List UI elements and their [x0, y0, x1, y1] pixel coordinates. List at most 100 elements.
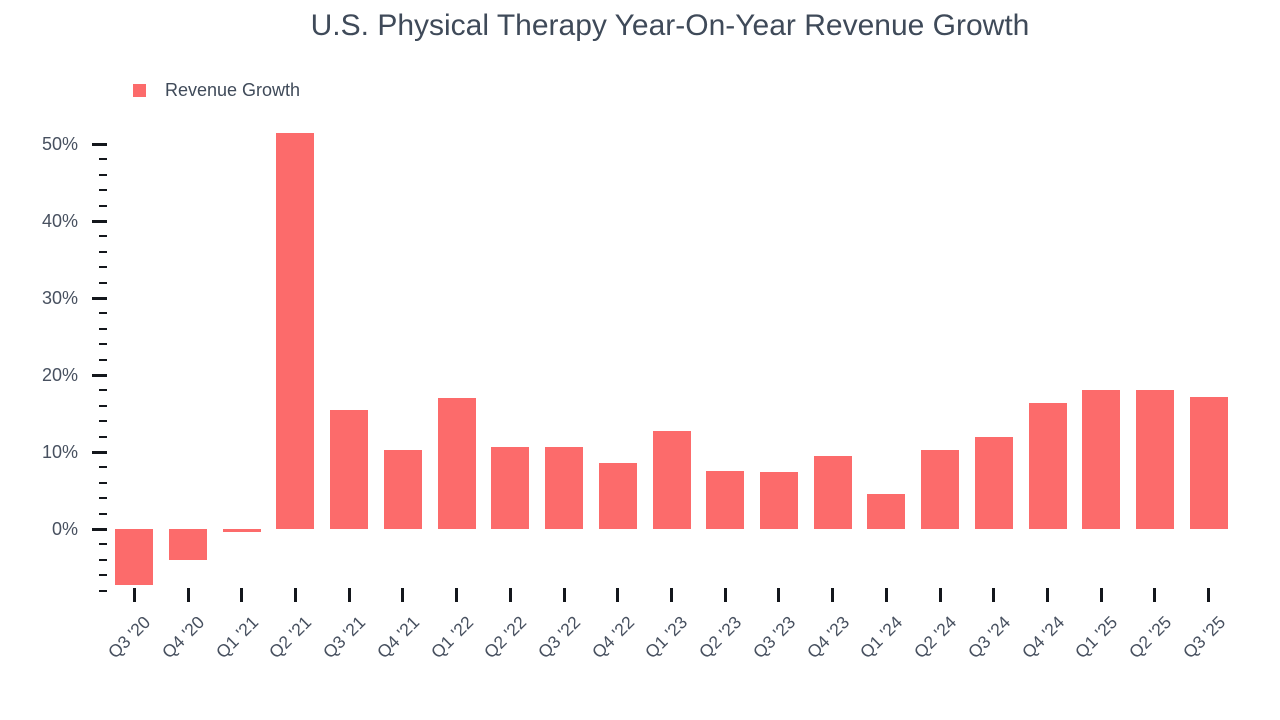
y-axis-minor-tick [98, 204, 107, 207]
x-axis-tick [401, 588, 405, 602]
x-axis-tick [562, 588, 566, 602]
y-axis-label: 10% [41, 442, 78, 462]
x-axis-tick [1046, 588, 1050, 602]
x-axis-tick [293, 588, 297, 602]
x-axis-tick [508, 588, 512, 602]
x-axis-tick [670, 588, 673, 602]
bar-Q1-24[interactable] [867, 493, 906, 529]
bar-Q3-21[interactable] [330, 409, 369, 529]
y-axis-minor-tick [98, 481, 107, 484]
x-axis-tick [723, 588, 727, 602]
y-axis-minor-tick [98, 435, 107, 438]
x-axis-label: Q4 '20 [157, 612, 209, 663]
y-axis-minor-tick [98, 466, 107, 469]
y-axis-minor-tick [98, 512, 107, 515]
legend-swatch-icon [133, 83, 146, 97]
y-axis-minor-tick [98, 173, 107, 176]
bar-Q3-20[interactable] [115, 529, 154, 586]
x-axis-label: Q3 '20 [104, 612, 155, 663]
x-axis-label: Q2 '24 [910, 612, 961, 663]
x-axis-label: Q4 '22 [587, 612, 638, 663]
bar-Q1-21[interactable] [222, 529, 261, 533]
y-axis-label: 20% [41, 365, 78, 385]
bar-Q3-23[interactable] [759, 472, 798, 529]
x-axis-tick [186, 588, 190, 602]
x-axis-label: Q3 '24 [963, 612, 1014, 663]
bar-Q1-25[interactable] [1082, 390, 1121, 529]
x-axis-tick [777, 588, 781, 602]
x-axis-tick [992, 588, 996, 602]
y-axis-minor-tick [98, 189, 107, 192]
bar-Q2-24[interactable] [921, 450, 960, 529]
x-axis-tick [1153, 588, 1157, 602]
bar-Q4-20[interactable] [169, 529, 208, 560]
y-axis-minor-tick [98, 358, 107, 361]
x-axis-label: Q4 '24 [1017, 612, 1068, 663]
y-axis-major-tick [91, 373, 107, 377]
bar-Q4-23[interactable] [813, 455, 852, 529]
x-axis-label: Q3 '22 [533, 612, 585, 663]
y-axis-minor-tick [98, 235, 107, 238]
x-axis-tick [240, 588, 244, 602]
x-axis-tick [938, 588, 942, 602]
legend-item-revenue-growth[interactable]: Revenue Growth [133, 77, 300, 103]
x-axis-tick [1207, 588, 1211, 602]
y-axis-minor-tick [98, 327, 107, 330]
x-axis-label: Q4 '21 [372, 612, 424, 663]
y-axis-major-tick [91, 219, 107, 223]
x-axis-label: Q1 '21 [211, 612, 262, 663]
bar-Q2-21[interactable] [276, 133, 315, 529]
y-axis-minor-tick [98, 250, 107, 253]
y-axis-minor-tick [98, 343, 107, 346]
y-axis-label: 40% [41, 211, 78, 231]
y-axis-major-tick [91, 450, 107, 454]
y-axis-major-tick [91, 142, 107, 146]
x-axis-tick [884, 588, 888, 602]
x-axis-label: Q3 '23 [748, 612, 800, 663]
x-axis-tick [831, 588, 835, 602]
y-axis-minor-tick [98, 389, 107, 392]
x-axis-label: Q1 '23 [641, 612, 692, 663]
bar-Q1-23[interactable] [652, 431, 691, 529]
x-axis-label: Q1 '24 [856, 612, 907, 663]
bar-Q3-25[interactable] [1189, 396, 1228, 529]
x-axis-label: Q2 '25 [1124, 612, 1176, 663]
x-axis-tick [455, 588, 459, 602]
x-axis-label: Q1 '22 [426, 612, 477, 663]
x-axis-label: Q2 '22 [480, 612, 531, 663]
bar-Q4-21[interactable] [383, 449, 422, 529]
x-axis-tick [1099, 588, 1103, 602]
x-axis-label: Q3 '25 [1178, 612, 1229, 663]
y-axis-minor-tick [98, 589, 107, 592]
bar-Q4-24[interactable] [1028, 402, 1067, 529]
chart-title: U.S. Physical Therapy Year-On-Year Reven… [310, 9, 1030, 42]
y-axis-major-tick [91, 527, 107, 531]
y-axis-minor-tick [98, 281, 107, 284]
x-axis-tick [616, 588, 620, 602]
x-axis-label: Q4 '23 [802, 612, 853, 663]
bar-Q4-22[interactable] [598, 462, 637, 529]
bar-Q3-24[interactable] [974, 437, 1013, 529]
y-axis-label: 0% [51, 519, 78, 539]
bar-Q2-22[interactable] [491, 446, 530, 529]
x-axis-label: Q1 '25 [1071, 612, 1122, 663]
y-axis-minor-tick [98, 497, 107, 500]
bar-Q3-22[interactable] [545, 446, 584, 529]
x-axis-label: Q3 '21 [319, 612, 370, 663]
bar-Q2-25[interactable] [1135, 390, 1174, 529]
bar-Q2-23[interactable] [706, 471, 745, 529]
x-axis-tick [132, 588, 136, 602]
y-axis-minor-tick [98, 543, 107, 546]
y-axis-minor-tick [98, 574, 107, 577]
x-axis-label: Q2 '21 [265, 612, 316, 663]
y-axis-label: 30% [41, 288, 78, 308]
bar-Q1-22[interactable] [437, 398, 476, 529]
y-axis-minor-tick [98, 312, 107, 315]
y-axis-minor-tick [98, 420, 107, 423]
y-axis-label: 50% [41, 134, 78, 154]
y-axis-minor-tick [98, 158, 107, 161]
x-axis-label: Q2 '23 [695, 612, 746, 663]
y-axis-minor-tick [98, 558, 107, 561]
